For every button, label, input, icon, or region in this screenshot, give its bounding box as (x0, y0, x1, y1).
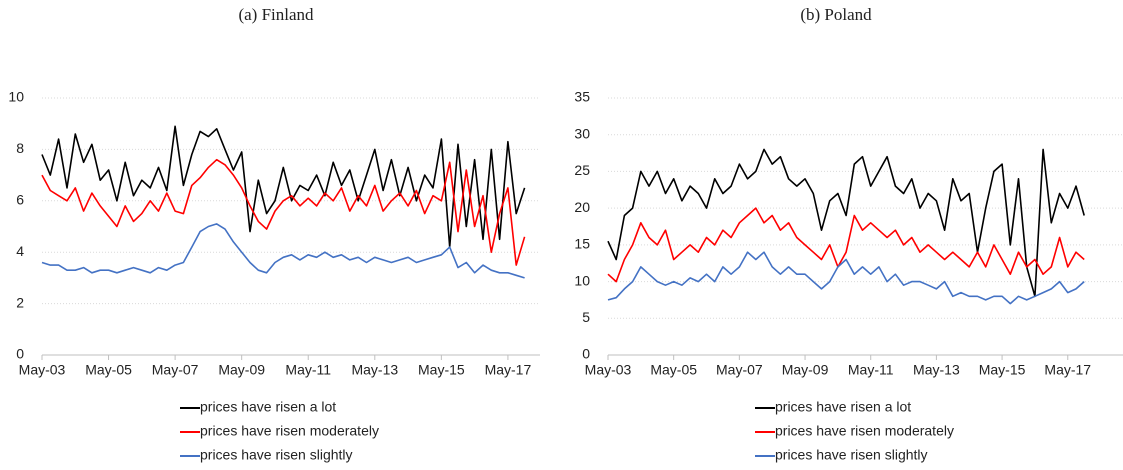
y-tick-label: 4 (16, 243, 24, 259)
series-line (41, 125, 526, 248)
x-tick-label: May-15 (979, 362, 1026, 378)
y-tick-label: 15 (574, 236, 590, 252)
x-tick-label: May-13 (351, 362, 398, 378)
legend-label: prices have risen slightly (775, 447, 928, 463)
x-tick-label: May-13 (913, 362, 960, 378)
series-line (607, 148, 1085, 298)
x-tick-label: May-17 (485, 362, 532, 378)
legend-label: prices have risen a lot (775, 399, 911, 415)
x-tick-label: May-09 (218, 362, 265, 378)
x-tick-label: May-15 (418, 362, 465, 378)
x-tick-label: May-07 (716, 362, 763, 378)
y-tick-label: 25 (574, 162, 590, 178)
y-tick-label: 20 (574, 199, 590, 215)
y-tick-label: 8 (16, 140, 24, 156)
y-tick-label: 0 (16, 346, 24, 362)
x-tick-label: May-05 (650, 362, 697, 378)
series-line (607, 251, 1085, 305)
x-tick-label: May-09 (782, 362, 829, 378)
y-tick-label: 10 (574, 272, 590, 288)
x-tick-label: May-11 (848, 362, 894, 378)
x-tick-label: May-03 (19, 362, 66, 378)
x-tick-label: May-03 (585, 362, 632, 378)
x-tick-label: May-07 (152, 362, 199, 378)
x-tick-label: May-05 (85, 362, 132, 378)
chart-title: (b) Poland (800, 5, 872, 24)
y-tick-label: 5 (582, 309, 590, 325)
chart-title: (a) Finland (238, 5, 314, 24)
series-line (41, 158, 526, 266)
y-tick-label: 30 (574, 125, 590, 141)
legend-label: prices have risen moderately (775, 423, 954, 439)
series-line (607, 207, 1085, 283)
y-tick-label: 0 (582, 346, 590, 362)
y-tick-label: 2 (16, 294, 24, 310)
series-line (41, 223, 525, 279)
x-tick-label: May-11 (285, 362, 331, 378)
x-tick-label: May-17 (1044, 362, 1091, 378)
y-tick-label: 35 (574, 89, 590, 105)
legend-label: prices have risen slightly (200, 447, 353, 463)
legend-label: prices have risen moderately (200, 423, 379, 439)
y-tick-label: 6 (16, 192, 24, 208)
y-tick-label: 10 (8, 89, 24, 105)
legend-label: prices have risen a lot (200, 399, 336, 415)
